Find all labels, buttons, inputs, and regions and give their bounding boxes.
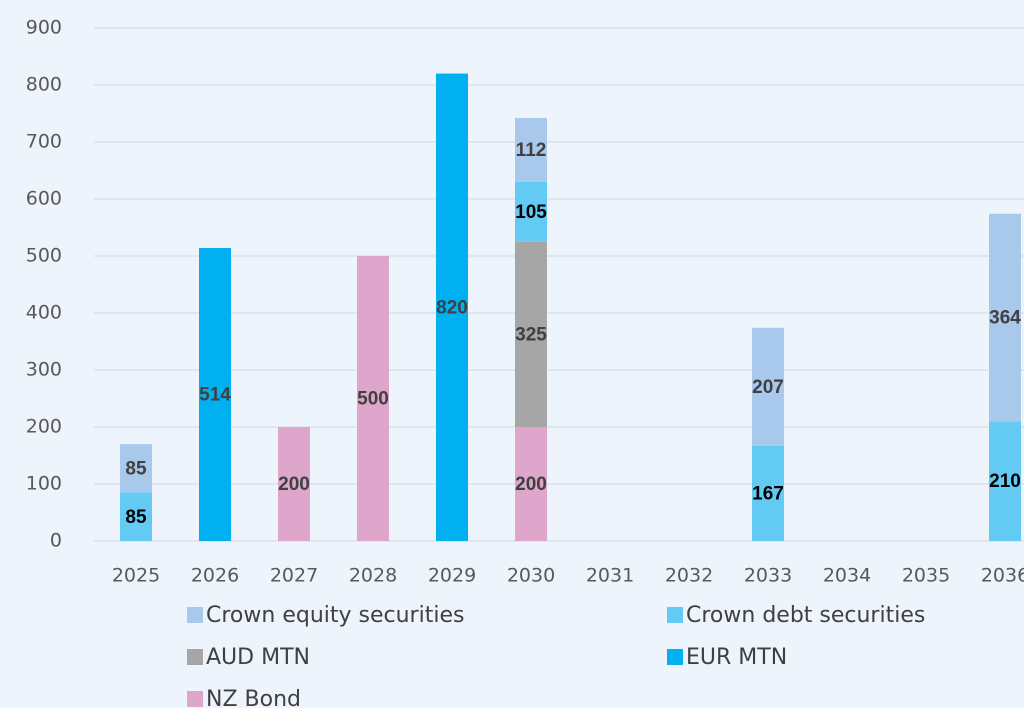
bar-segment xyxy=(278,427,310,541)
bar-segment xyxy=(120,492,152,541)
data-label: 210 xyxy=(989,471,1021,492)
y-tick-label: 600 xyxy=(26,188,62,210)
legend-swatch xyxy=(667,649,683,665)
data-label: 500 xyxy=(357,389,389,410)
y-tick-label: 200 xyxy=(26,416,62,438)
data-label: 85 xyxy=(125,507,147,528)
y-tick-label: 500 xyxy=(26,245,62,267)
x-tick-label: 2033 xyxy=(744,565,792,587)
bar-segment xyxy=(989,213,1021,422)
bar-segment xyxy=(515,118,547,182)
y-tick-label: 900 xyxy=(26,17,62,39)
data-label: 514 xyxy=(199,385,231,406)
x-tick-label: 2028 xyxy=(349,565,397,587)
bar-segment xyxy=(752,445,784,541)
x-tick-label: 2030 xyxy=(507,565,555,587)
data-label: 325 xyxy=(515,324,547,345)
legend-label: AUD MTN xyxy=(206,645,310,670)
data-label: 112 xyxy=(516,140,547,161)
y-tick-label: 800 xyxy=(26,74,62,96)
bar-segment xyxy=(989,421,1021,541)
x-tick-label: 2027 xyxy=(270,565,318,587)
data-label: 200 xyxy=(515,474,547,495)
data-label: 85 xyxy=(125,458,147,479)
data-label: 364 xyxy=(989,308,1021,329)
x-tick-label: 2031 xyxy=(586,565,634,587)
x-tick-label: 2035 xyxy=(902,565,950,587)
bar-segment xyxy=(515,181,547,242)
bar-segment xyxy=(515,427,547,541)
y-tick-label: 400 xyxy=(26,302,62,324)
x-tick-label: 2025 xyxy=(112,565,160,587)
data-label: 207 xyxy=(752,377,784,398)
bar-segment xyxy=(515,241,547,427)
x-tick-label: 2036 xyxy=(981,565,1024,587)
x-tick-label: 2034 xyxy=(823,565,871,587)
legend-swatch xyxy=(187,649,203,665)
legend-swatch xyxy=(187,691,203,707)
data-label: 167 xyxy=(752,483,784,504)
data-label: 105 xyxy=(515,202,547,223)
legend-swatch xyxy=(187,607,203,623)
legend-label: Crown debt securities xyxy=(686,603,925,628)
legend-label: Crown equity securities xyxy=(206,603,464,628)
bar-segment xyxy=(752,327,784,446)
data-label: 820 xyxy=(436,297,468,318)
bar-segment xyxy=(357,256,389,541)
data-label: 200 xyxy=(278,474,310,495)
legend-label: NZ Bond xyxy=(206,687,301,708)
y-tick-label: 700 xyxy=(26,131,62,153)
legend-label: EUR MTN xyxy=(686,645,787,670)
legend-swatch xyxy=(667,607,683,623)
bar-segment xyxy=(199,248,231,541)
bar-segment xyxy=(120,444,152,493)
y-tick-label: 100 xyxy=(26,473,62,495)
x-tick-label: 2029 xyxy=(428,565,476,587)
y-tick-label: 300 xyxy=(26,359,62,381)
x-tick-label: 2026 xyxy=(191,565,239,587)
bar-segment xyxy=(436,73,468,541)
y-tick-label: 0 xyxy=(50,530,62,552)
x-tick-label: 2032 xyxy=(665,565,713,587)
